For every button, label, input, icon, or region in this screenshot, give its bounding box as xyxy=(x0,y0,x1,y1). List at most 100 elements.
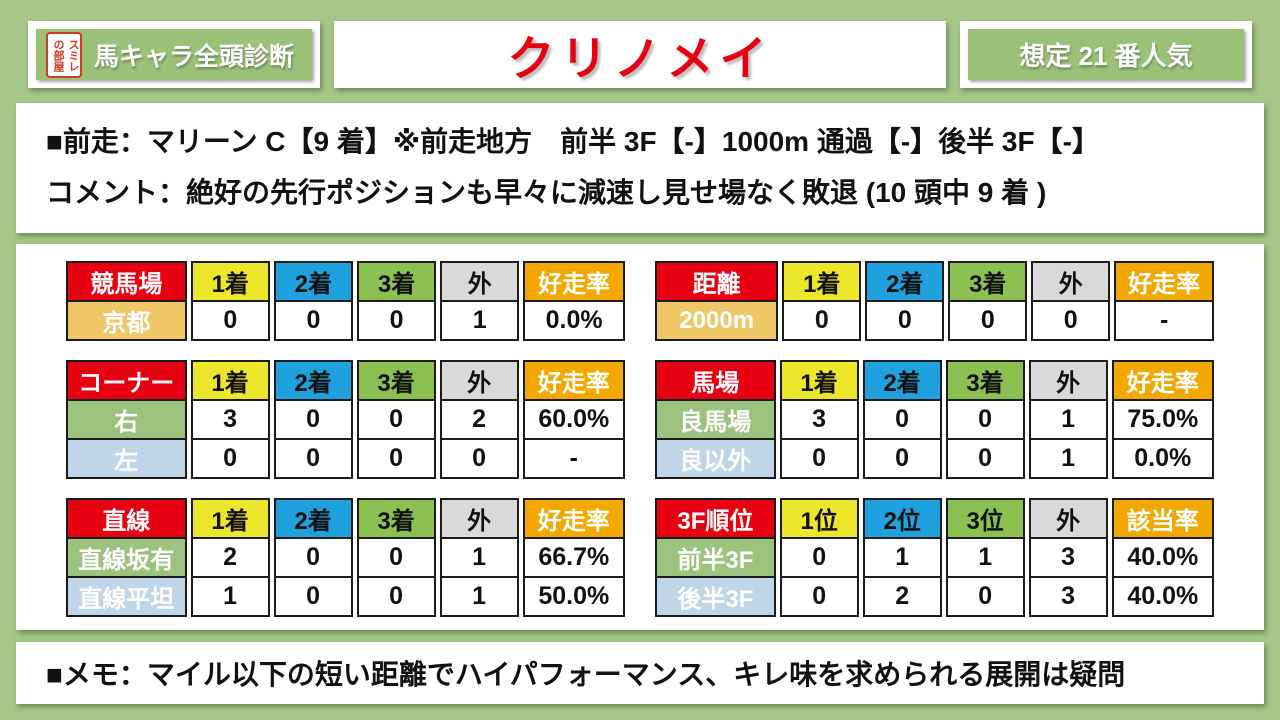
column-header: 好走率 xyxy=(1111,360,1214,401)
logo-column-left: の部屋 xyxy=(52,38,64,72)
column-header: 競馬場 xyxy=(66,261,187,302)
table-row: 良馬場 3 0 0 1 75.0% xyxy=(655,401,1214,440)
table-3f-rank: 3F順位 1位 2位 3位外該当率 前半3F 0 1 1 3 40.0% 後半3F 0 2 0 3 40.0% xyxy=(651,498,1218,617)
stat-value: 0 xyxy=(945,440,1025,479)
table-corner: コーナー 1着 2着 3着外好走率右 3 0 0 2 60.0% 左 0 0 0 0- xyxy=(62,360,629,479)
stat-value: 1 xyxy=(1028,401,1108,440)
popularity-box: 想定 21 番人気 xyxy=(960,21,1252,88)
top-bar: スミレ の部屋 馬キャラ全頭診断 クリノメイ 想定 21 番人気 xyxy=(28,21,1252,88)
row-label: 右 xyxy=(66,401,187,440)
stat-value: 0 xyxy=(273,401,353,440)
memo-panel: ■メモ：マイル以下の短い距離でハイパフォーマンス、キレ味を求められる展開は疑問 xyxy=(16,642,1264,704)
stat-value: 0.0% xyxy=(1111,440,1214,479)
column-header: 2着 xyxy=(862,360,942,401)
stat-value: 3 xyxy=(779,401,859,440)
column-header: 1着 xyxy=(190,498,270,539)
column-header: 距離 xyxy=(655,261,779,302)
table-row: 後半3F 0 2 0 3 40.0% xyxy=(655,578,1214,617)
row-label: 2000m xyxy=(655,302,779,341)
column-header: 外 xyxy=(1028,360,1108,401)
horse-name-title: クリノメイ xyxy=(507,32,773,85)
column-header: 1着 xyxy=(779,360,859,401)
table-going: 馬場 1着 2着 3着外好走率 良馬場 3 0 0 1 75.0% 良以外 0 0 0 1 0.0% xyxy=(651,360,1218,479)
stat-value: 0 xyxy=(945,401,1025,440)
stat-value: 2 xyxy=(862,578,942,617)
row-label: 左 xyxy=(66,440,187,479)
stat-value: 40.0% xyxy=(1111,539,1214,578)
stat-value: 0 xyxy=(273,578,353,617)
stat-value: 0 xyxy=(356,440,436,479)
previous-race-panel: ■前走：マリーン C【9 着】※前走地方 前半 3F【-】1000m 通過【-】… xyxy=(16,103,1264,233)
stat-value: 0 xyxy=(862,401,942,440)
table-straight: 直線 1着 2着 3着外好走率 直線坂有 2 0 0 1 66.7% 直線平坦 1 0 0 1 50.0% xyxy=(62,498,629,617)
stat-value: - xyxy=(522,440,625,479)
stat-value: 66.7% xyxy=(522,539,625,578)
stat-value: 0 xyxy=(862,440,942,479)
stat-value: 60.0% xyxy=(522,401,625,440)
column-header: 1着 xyxy=(190,261,270,302)
brand-label: 馬キャラ全頭診断 xyxy=(94,42,295,71)
stat-value: 0 xyxy=(190,302,270,341)
row-label: 後半3F xyxy=(655,578,776,617)
stat-value: 0 xyxy=(439,440,519,479)
stat-value: 3 xyxy=(190,401,270,440)
column-header: 2着 xyxy=(865,261,945,302)
previous-race-line: ■前走：マリーン C【9 着】※前走地方 前半 3F【-】1000m 通過【-】… xyxy=(46,126,1100,157)
table-distance: 距離 1着 2着 3着外好走率 2000m 0 0 0 0- xyxy=(651,261,1218,341)
stat-value: 0 xyxy=(356,578,436,617)
logo-column-right: スミレ xyxy=(67,38,79,72)
stat-value: 0 xyxy=(779,440,859,479)
stat-value: 0 xyxy=(273,440,353,479)
stat-value: 0 xyxy=(190,440,270,479)
brand-badge: スミレ の部屋 馬キャラ全頭診断 xyxy=(36,29,312,80)
column-header: 2着 xyxy=(273,498,353,539)
column-header: 3位 xyxy=(945,498,1025,539)
column-header: 外 xyxy=(439,360,519,401)
stat-value: 0 xyxy=(779,578,859,617)
table-row: 前半3F 0 1 1 3 40.0% xyxy=(655,539,1214,578)
row-label: 直線平坦 xyxy=(66,578,187,617)
table-row: 京都 0 0 0 1 0.0% xyxy=(66,302,625,341)
column-header: 外 xyxy=(440,261,520,302)
stat-value: 0 xyxy=(273,302,354,341)
table-row: 直線平坦 1 0 0 1 50.0% xyxy=(66,578,625,617)
column-header: 1位 xyxy=(779,498,859,539)
column-header: 3着 xyxy=(356,498,436,539)
stats-tables-panel: 競馬場 1着 2着 3着外好走率 京都 0 0 0 1 0.0% 距離 1着 2着 3着外好走率 2000… xyxy=(16,244,1264,630)
column-header: 直線 xyxy=(66,498,187,539)
stat-value: 1 xyxy=(439,578,519,617)
column-header: 馬場 xyxy=(655,360,776,401)
stat-value: - xyxy=(1114,302,1214,341)
stat-value: 2 xyxy=(190,539,270,578)
column-header: 1着 xyxy=(190,360,270,401)
stat-value: 3 xyxy=(1028,539,1108,578)
stat-value: 0 xyxy=(865,302,945,341)
stat-value: 0 xyxy=(782,302,862,341)
stat-value: 3 xyxy=(1028,578,1108,617)
stat-value: 50.0% xyxy=(522,578,625,617)
previous-race-comment: コメント：絶好の先行ポジションも早々に減速し見せ場なく敗退 (10 頭中 9 着… xyxy=(46,177,1047,208)
stat-value: 1 xyxy=(190,578,270,617)
table-row: 良以外 0 0 0 1 0.0% xyxy=(655,440,1214,479)
column-header: コーナー xyxy=(66,360,187,401)
stat-value: 1 xyxy=(439,539,519,578)
table-row: 右 3 0 0 2 60.0% xyxy=(66,401,625,440)
row-label: 良以外 xyxy=(655,440,776,479)
stat-value: 40.0% xyxy=(1111,578,1214,617)
stat-value: 0 xyxy=(945,578,1025,617)
stat-value: 0 xyxy=(356,401,436,440)
column-header: 外 xyxy=(1028,498,1108,539)
stat-value: 1 xyxy=(862,539,942,578)
table-row: 2000m 0 0 0 0- xyxy=(655,302,1214,341)
popularity-badge: 想定 21 番人気 xyxy=(968,29,1244,80)
table-row: 直線坂有 2 0 0 1 66.7% xyxy=(66,539,625,578)
row-label: 京都 xyxy=(66,302,187,341)
stat-value: 1 xyxy=(1028,440,1108,479)
stat-value: 1 xyxy=(945,539,1025,578)
column-header: 1着 xyxy=(782,261,862,302)
stat-value: 1 xyxy=(440,302,520,341)
row-label: 良馬場 xyxy=(655,401,776,440)
memo-text: ■メモ：マイル以下の短い距離でハイパフォーマンス、キレ味を求められる展開は疑問 xyxy=(46,659,1126,690)
stat-value: 0 xyxy=(273,539,353,578)
